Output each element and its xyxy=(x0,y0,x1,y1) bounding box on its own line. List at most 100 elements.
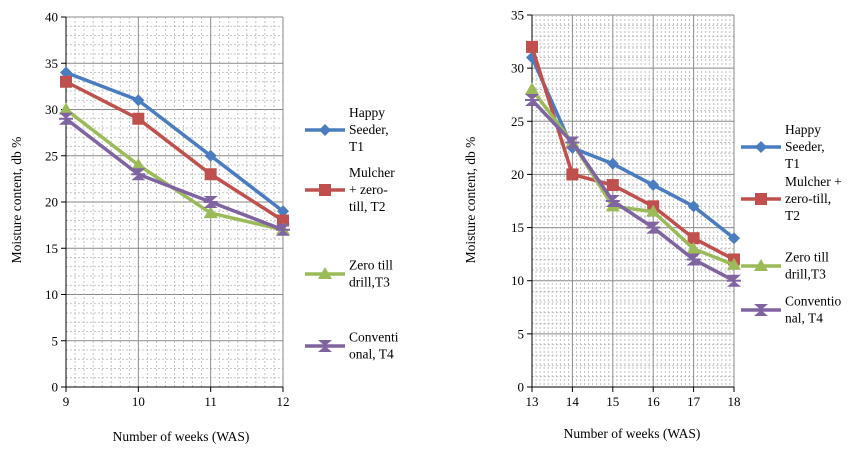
legend-entry-2: Mulcher + zero-till, T2 xyxy=(741,174,842,223)
x-tick-label: 16 xyxy=(647,394,661,409)
series-line xyxy=(530,98,736,283)
gridlines xyxy=(65,16,284,388)
data-point-marker xyxy=(203,206,218,219)
x-axis-label: Number of weeks (WAS) xyxy=(113,429,250,444)
y-tick-label: 25 xyxy=(45,148,58,163)
y-tick-label: 5 xyxy=(518,326,525,341)
data-point-marker xyxy=(646,204,661,217)
y-tick-label: 30 xyxy=(511,61,524,76)
legend-label: T1 xyxy=(785,156,800,171)
legend-label: Zero till xyxy=(785,250,829,265)
data-point-marker xyxy=(525,82,539,95)
series-4 xyxy=(525,94,741,287)
legend-marker xyxy=(755,141,767,153)
data-point-marker xyxy=(727,257,741,270)
legend-entry-3: Zero till drill,T3 xyxy=(305,258,393,290)
data-point-marker xyxy=(59,102,73,115)
y-tick-label: 15 xyxy=(45,241,58,256)
legend-label: onal, T4 xyxy=(349,347,394,362)
series-line xyxy=(530,45,736,262)
y-tick-label: 25 xyxy=(511,114,524,129)
x-tick-label: 18 xyxy=(728,394,741,409)
x-tick-label: 9 xyxy=(63,394,70,409)
legend-label: Conventi xyxy=(349,330,399,345)
legend-label: Mulcher xyxy=(349,165,395,180)
data-point-marker xyxy=(277,214,289,227)
series-line xyxy=(64,80,285,223)
y-tick-label: 15 xyxy=(511,220,524,235)
y-tick-label: 5 xyxy=(52,333,59,348)
y-tick-label: 40 xyxy=(45,10,58,25)
legend-marker xyxy=(755,193,767,205)
x-tick-label: 13 xyxy=(526,394,539,409)
legend-label: drill,T3 xyxy=(349,275,390,290)
chart-left-panel: 0 5 10 15 20 25 30 35 40 9 10 11 12 Moisture content,… xyxy=(9,10,399,445)
legend-entry-3: Zero till drill,T3 xyxy=(741,250,829,282)
x-tick-label: 12 xyxy=(277,394,290,409)
legend-label: drill,T3 xyxy=(785,267,826,282)
data-point-marker xyxy=(728,232,740,245)
y-tick-label: 20 xyxy=(511,167,524,182)
data-point-marker xyxy=(60,75,72,88)
y-tick-label: 0 xyxy=(518,380,525,395)
legend-entry-1: Happy Seeder, T1 xyxy=(741,122,825,171)
x-tick-label: 11 xyxy=(204,394,217,409)
y-tick-label: 20 xyxy=(45,195,58,210)
chart-right-panel: 0 5 10 15 20 25 30 35 13 14 15 16 17 18 Moisture conte… xyxy=(463,8,842,442)
x-tick-label: 17 xyxy=(687,394,701,409)
legend-marker xyxy=(754,259,768,271)
legend-entry-2: Mulcher + zero-till, T2 xyxy=(305,165,395,214)
legend-label: Mulcher + xyxy=(785,174,842,189)
legend-label: nal, T4 xyxy=(785,311,823,326)
y-axis-label: Moisture content, db % xyxy=(463,137,478,264)
legend-label: Happy xyxy=(785,122,821,137)
data-point-marker xyxy=(606,179,619,192)
legend-entry-1: Happy Seeder, T1 xyxy=(305,105,389,154)
y-tick-label: 0 xyxy=(52,380,59,395)
x-tick-label: 10 xyxy=(132,394,145,409)
data-point-marker xyxy=(687,200,700,213)
data-point-marker xyxy=(687,232,700,245)
legend-label: till, T2 xyxy=(349,199,386,214)
data-point-marker xyxy=(526,40,538,53)
legend-marker xyxy=(318,267,332,279)
legend-marker xyxy=(319,124,331,136)
series-1 xyxy=(60,66,289,218)
data-point-marker xyxy=(647,179,660,192)
data-point-marker xyxy=(204,168,217,181)
data-point-marker xyxy=(606,157,619,170)
legend-label: Zero till xyxy=(349,258,393,273)
series-4 xyxy=(59,112,290,236)
legend-entry-4: Conventio nal, T4 xyxy=(741,294,841,326)
legend-label: Seeder, xyxy=(785,139,825,154)
data-point-marker xyxy=(131,158,146,170)
legend-label: T1 xyxy=(349,139,364,154)
x-axis-label: Number of weeks (WAS) xyxy=(564,426,701,441)
x-tick-label: 14 xyxy=(566,394,580,409)
legend-label: + zero- xyxy=(349,182,388,197)
y-axis-label: Moisture content, db % xyxy=(9,137,24,264)
series-2 xyxy=(60,75,289,227)
gridlines xyxy=(531,14,735,388)
data-point-marker xyxy=(277,205,289,218)
data-point-marker xyxy=(132,94,145,107)
legend-entry-4: Conventi onal, T4 xyxy=(305,330,399,362)
series-line xyxy=(64,117,285,232)
data-point-marker xyxy=(566,168,579,181)
legend-label: Happy xyxy=(349,105,385,120)
y-tick-label: 35 xyxy=(511,8,524,23)
x-tick-label: 15 xyxy=(606,394,619,409)
legend-label: T2 xyxy=(785,208,800,223)
legend-label: Conventio xyxy=(785,294,841,309)
data-point-marker xyxy=(60,66,72,79)
series-line xyxy=(64,70,285,213)
y-tick-label: 35 xyxy=(45,56,58,71)
y-tick-label: 10 xyxy=(45,287,58,302)
data-point-marker xyxy=(204,149,217,162)
legend-marker xyxy=(319,184,331,196)
data-point-marker xyxy=(132,112,145,125)
legend-label: zero-till, xyxy=(785,191,831,206)
y-tick-label: 10 xyxy=(511,273,524,288)
y-tick-label: 30 xyxy=(45,102,58,117)
